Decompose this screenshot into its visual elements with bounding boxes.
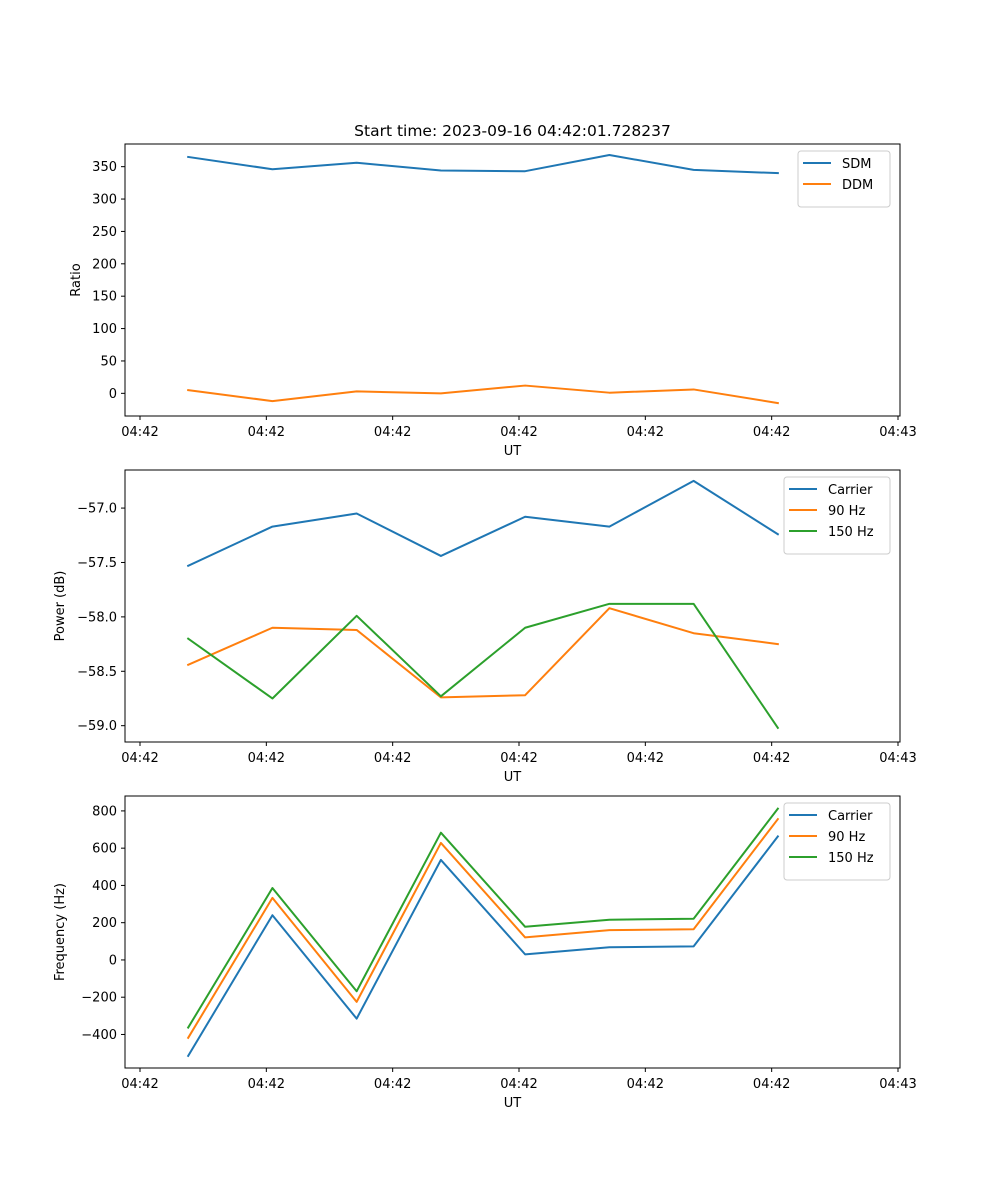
x-tick-label: 04:42 <box>374 425 411 440</box>
x-tick-label: 04:42 <box>248 425 285 440</box>
x-tick-label: 04:42 <box>500 1077 537 1092</box>
y-tick-label: 250 <box>92 225 117 240</box>
y-tick-label: −200 <box>81 991 117 1006</box>
x-tick-label: 04:42 <box>248 1077 285 1092</box>
legend-box <box>797 150 891 208</box>
legend: Carrier 90 Hz 150 Hz <box>783 802 891 881</box>
axes-frame <box>124 469 901 743</box>
x-tick-label: 04:43 <box>879 751 916 766</box>
x-tick-label: 04:42 <box>753 1077 790 1092</box>
x-tick-label: 04:42 <box>374 1077 411 1092</box>
x-axis-label: UT <box>504 444 522 459</box>
legend: SDM DDM <box>797 150 891 208</box>
legend-box <box>783 476 891 555</box>
x-tick-label: 04:42 <box>374 751 411 766</box>
x-tick-label: 04:43 <box>879 425 916 440</box>
x-tick-label: 04:42 <box>500 425 537 440</box>
series-line-150-hz <box>186 807 780 1029</box>
x-tick-label: 04:42 <box>753 751 790 766</box>
x-axis-label: UT <box>504 770 522 785</box>
y-tick-label: −57.5 <box>77 556 117 571</box>
legend-label-carrier: Carrier <box>828 809 873 824</box>
y-tick-label: 150 <box>92 290 117 305</box>
y-axis-label: Ratio <box>69 263 84 296</box>
legend-label-90-hz: 90 Hz <box>828 504 865 519</box>
x-tick-label: 04:43 <box>879 1077 916 1092</box>
series-line-90-hz <box>186 607 779 699</box>
x-tick-label: 04:42 <box>627 425 664 440</box>
chart-panel-3: 04:42 04:42 04:42 04:42 04:42 04:42 04:43 −400 −… <box>53 795 917 1111</box>
legend-box <box>783 802 891 881</box>
x-axis-label: UT <box>504 1096 522 1111</box>
y-tick-label: 800 <box>92 804 117 819</box>
series-line-90-hz <box>186 817 780 1040</box>
x-tick-label: 04:42 <box>121 425 158 440</box>
charts-container: Start time: 2023-09-16 04:42:01.72823704… <box>53 122 917 1111</box>
y-tick-label: 200 <box>92 257 117 272</box>
chart-panel-1: Start time: 2023-09-16 04:42:01.728237 04… <box>69 122 917 459</box>
x-tick-label: 04:42 <box>753 425 790 440</box>
series-line-sdm <box>187 154 779 175</box>
x-tick-label: 04:42 <box>248 751 285 766</box>
axes-frame <box>124 795 901 1069</box>
legend-label-150-hz: 150 Hz <box>828 851 874 866</box>
y-tick-label: 0 <box>109 387 117 402</box>
y-tick-label: −59.0 <box>77 719 117 734</box>
x-tick-label: 04:42 <box>121 1077 158 1092</box>
y-tick-label: −57.0 <box>77 502 117 517</box>
axes-frame <box>124 143 901 417</box>
legend-label-ddm: DDM <box>842 178 873 193</box>
y-tick-label: 200 <box>92 916 117 931</box>
series-line-carrier <box>186 835 780 1058</box>
series-line-carrier <box>186 479 780 568</box>
chart-panel-2: 04:42 04:42 04:42 04:42 04:42 04:42 04:43 −59.0… <box>53 469 917 785</box>
legend-label-carrier: Carrier <box>828 483 873 498</box>
y-tick-label: 400 <box>92 879 117 894</box>
series-line-ddm <box>187 384 779 405</box>
y-tick-label: 50 <box>100 354 117 369</box>
y-tick-label: 100 <box>92 322 117 337</box>
y-axis-label: Power (dB) <box>53 571 68 642</box>
x-tick-label: 04:42 <box>627 1077 664 1092</box>
y-tick-label: 0 <box>109 953 117 968</box>
y-axis-label: Frequency (Hz) <box>53 883 68 981</box>
legend-label-sdm: SDM <box>842 157 871 172</box>
legend-label-150-hz: 150 Hz <box>828 525 874 540</box>
x-tick-label: 04:42 <box>500 751 537 766</box>
y-tick-label: −400 <box>81 1028 117 1043</box>
x-tick-label: 04:42 <box>121 751 158 766</box>
series-line-150-hz <box>186 602 780 730</box>
chart-title: Start time: 2023-09-16 04:42:01.728237 <box>354 122 671 140</box>
y-tick-label: −58.5 <box>77 665 117 680</box>
legend-label-90-hz: 90 Hz <box>828 830 865 845</box>
x-tick-label: 04:42 <box>627 751 664 766</box>
y-tick-label: 600 <box>92 842 117 857</box>
y-tick-label: −58.0 <box>77 610 117 625</box>
legend: Carrier 90 Hz 150 Hz <box>783 476 891 555</box>
y-tick-label: 300 <box>92 193 117 208</box>
y-tick-label: 350 <box>92 160 117 175</box>
